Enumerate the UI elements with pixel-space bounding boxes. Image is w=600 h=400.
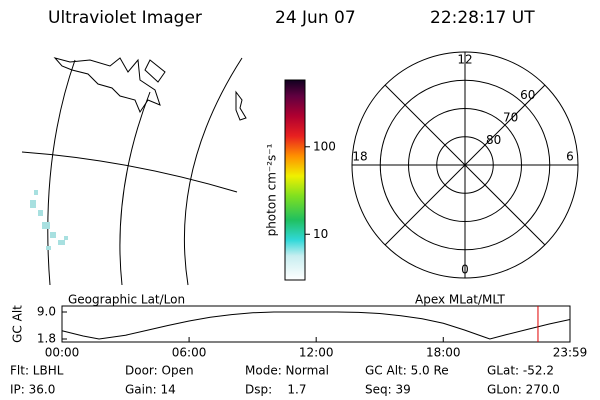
x-tick-label: 00:00 xyxy=(45,346,80,360)
lat-label: 70 xyxy=(503,110,518,124)
y-axis-label: GC Alt xyxy=(11,305,25,343)
status-field: GLon: 270.0 xyxy=(487,383,560,397)
line xyxy=(61,311,571,340)
coastline xyxy=(235,90,247,121)
x-tick-label: 23:59 xyxy=(553,346,588,360)
plot-frame xyxy=(61,305,571,343)
parallel xyxy=(21,151,238,193)
colorbar-tick-label: 100 xyxy=(313,139,336,153)
coastline xyxy=(53,57,161,114)
status-field: GC Alt: 5.0 Re xyxy=(365,364,449,378)
date: 24 Jun 07 xyxy=(275,8,356,28)
lat-ring xyxy=(436,136,494,194)
lat-label: 60 xyxy=(520,88,535,102)
x-tick-label: 12:00 xyxy=(299,346,334,360)
meridian xyxy=(47,59,76,286)
status-field: Mode: Normal xyxy=(245,364,329,378)
colorbar xyxy=(284,79,306,281)
map xyxy=(21,57,247,286)
colorbar-tick-label: 10 xyxy=(313,227,328,241)
meridian xyxy=(119,91,151,286)
colorbar-label: photon cm⁻²s⁻¹ xyxy=(265,143,279,236)
x-tick-label: 06:00 xyxy=(172,346,207,360)
status-field: Dsp: 1.7 xyxy=(245,383,307,397)
x-tick-label: 18:00 xyxy=(426,346,461,360)
lat-ring xyxy=(379,79,551,251)
mlt-label: 0 xyxy=(461,263,469,277)
mlt-label: 12 xyxy=(457,53,472,67)
status-field: IP: 36.0 xyxy=(10,383,55,397)
y-tick-label: 1.8 xyxy=(37,332,56,346)
aurora-dots xyxy=(30,190,68,250)
lat-label: 80 xyxy=(486,133,501,147)
status-field: Gain: 14 xyxy=(125,383,176,397)
status-field: Seq: 39 xyxy=(365,383,411,397)
meridian xyxy=(183,57,243,286)
time: 22:28:17 UT xyxy=(430,8,535,28)
status-field: GLat: -52.2 xyxy=(487,364,554,378)
map-label: Geographic Lat/Lon xyxy=(68,293,185,307)
coastline xyxy=(144,59,166,83)
lat-ring xyxy=(351,51,579,279)
mlt-label: 18 xyxy=(352,150,367,164)
status-field: Flt: LBHL xyxy=(10,364,64,378)
status-field: Door: Open xyxy=(125,364,194,378)
title: Ultraviolet Imager xyxy=(48,8,202,28)
mlt-label: 6 xyxy=(566,150,574,164)
polar-label: Apex MLat/MLT xyxy=(415,293,505,307)
lat-ring xyxy=(408,108,522,222)
polar-axis xyxy=(384,84,546,246)
y-tick-label: 9.0 xyxy=(37,305,56,319)
